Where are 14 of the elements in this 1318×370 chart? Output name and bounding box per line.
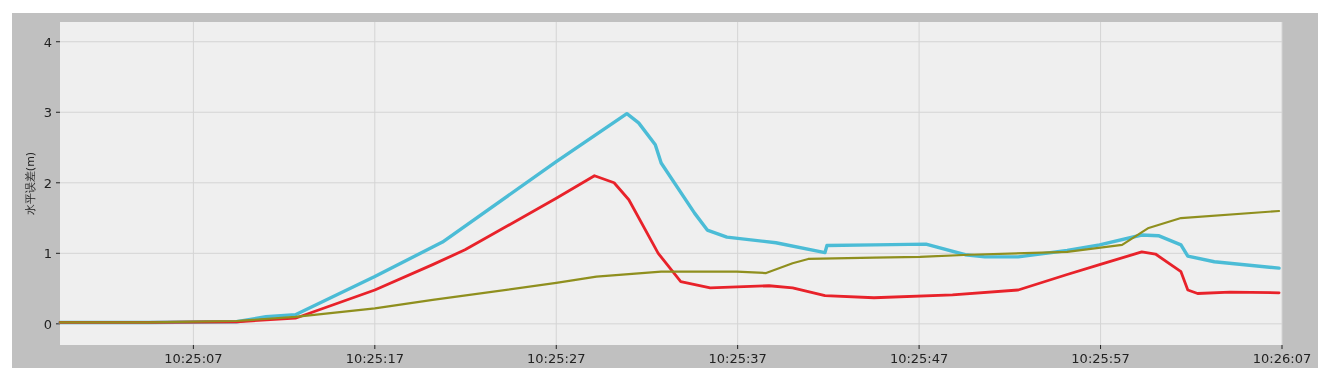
x-tick-label: 10:25:57 [1071,351,1130,366]
line-series [58,209,1281,324]
y-axis-title: 水平误差(m) [24,151,37,216]
y-tick-label: 4 [43,34,52,50]
y-tick-label: 3 [43,105,52,121]
x-tick-label: 10:25:37 [708,351,767,366]
y-tick-label: 2 [43,175,52,191]
y-tick-label: 0 [43,316,52,332]
x-tick-label: 10:25:27 [527,351,586,366]
x-tick-label: 10:25:47 [889,351,949,366]
x-tick-label: 10:26:07 [1252,351,1312,366]
x-tick-label: 10:25:17 [345,351,405,366]
x-tick-label: 10:25:07 [164,351,223,366]
y-tick-label: 1 [43,246,52,262]
